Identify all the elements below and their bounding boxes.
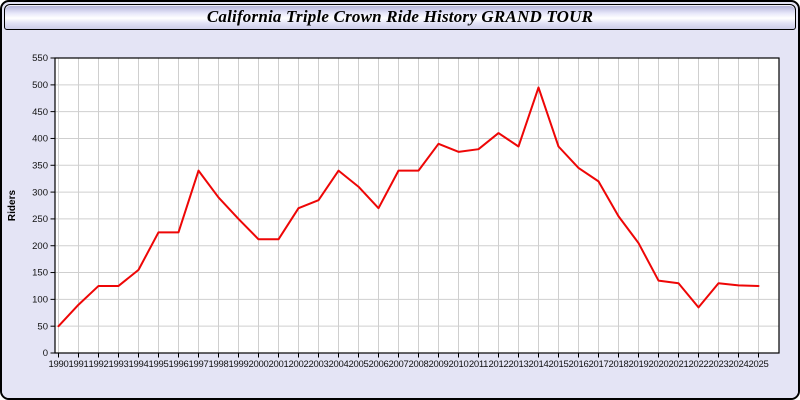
plot-border (54, 57, 780, 354)
x-tick-label: 2023 (709, 359, 729, 370)
y-tick-label: 350 (32, 160, 48, 171)
x-tick-label: 2000 (249, 359, 269, 370)
x-tick-label: 1995 (149, 359, 169, 370)
x-tick-label: 2006 (369, 359, 389, 370)
plot-area (55, 58, 779, 353)
x-tick-label: 2010 (449, 359, 469, 370)
x-tick-label: 1997 (189, 359, 209, 370)
x-tick-label: 2011 (469, 359, 488, 370)
x-tick-label: 2013 (509, 359, 529, 370)
title-bar: California Triple Crown Ride History GRA… (4, 4, 796, 30)
x-tick-label: 2001 (269, 359, 289, 370)
x-tick-label: 1999 (229, 359, 249, 370)
x-tick-label: 1990 (49, 359, 69, 370)
y-tick-label: 200 (32, 241, 48, 252)
x-tick-label: 2022 (689, 359, 709, 370)
x-tick-label: 2018 (609, 359, 629, 370)
x-tick-label: 2002 (289, 359, 309, 370)
y-axis-title: Riders (7, 190, 18, 222)
x-tick-label: 1996 (169, 359, 189, 370)
y-tick-label: 550 (32, 53, 48, 64)
y-tick-label: 0 (43, 348, 48, 359)
x-tick-label: 2014 (529, 359, 549, 370)
x-tick-label: 1991 (69, 359, 89, 370)
x-tick-label: 2007 (389, 359, 409, 370)
x-tick-label: 2016 (569, 359, 589, 370)
x-tick-label: 1998 (209, 359, 229, 370)
y-tick-label: 300 (32, 187, 48, 198)
chart-panel: 0 50 100 150 200 250 300 350 400 450 500 550 1990 199… (2, 32, 798, 398)
y-tick-label: 400 (32, 134, 48, 145)
y-tick-label: 150 (32, 268, 48, 279)
x-tick-label: 2015 (549, 359, 569, 370)
page-title: California Triple Crown Ride History GRA… (206, 7, 594, 26)
x-tick-label: 1994 (129, 359, 149, 370)
x-tick-label: 2024 (729, 359, 749, 370)
x-tick-label: 1992 (89, 359, 109, 370)
x-tick-label: 2004 (329, 359, 349, 370)
x-tick-label: 2020 (649, 359, 669, 370)
y-tick-label: 500 (32, 80, 48, 91)
x-tick-label: 2025 (749, 359, 769, 370)
x-tick-label: 2009 (429, 359, 449, 370)
x-tick-label: 2003 (309, 359, 329, 370)
y-tick-label: 50 (37, 321, 48, 332)
x-tick-label: 2008 (409, 359, 429, 370)
x-tick-label: 2012 (489, 359, 509, 370)
x-tick-label: 2021 (669, 359, 689, 370)
x-tick-label: 2017 (589, 359, 609, 370)
y-tick-label: 450 (32, 107, 48, 118)
y-tick-label: 100 (32, 295, 48, 306)
x-tick-label: 2019 (629, 359, 649, 370)
x-tick-label: 1993 (109, 359, 129, 370)
x-tick-label: 2005 (349, 359, 369, 370)
y-tick-label: 250 (32, 214, 48, 225)
ride-history-line (57, 86, 760, 328)
